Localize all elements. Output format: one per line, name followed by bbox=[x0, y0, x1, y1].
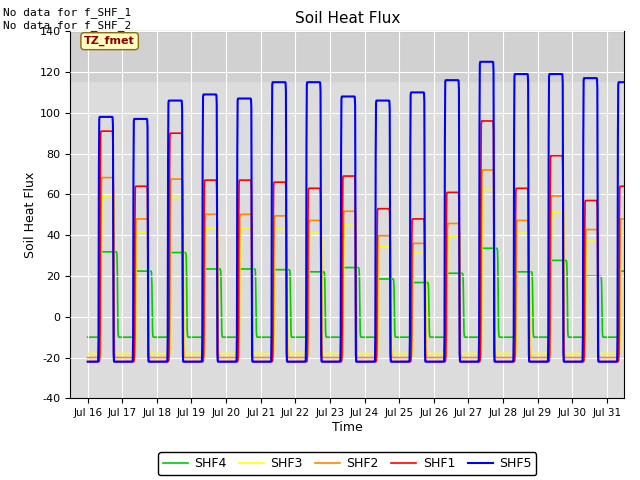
Line: SHF2: SHF2 bbox=[88, 170, 640, 358]
SHF1 bbox=[170, 130, 178, 136]
SHF5 bbox=[339, 94, 347, 99]
SHF1 bbox=[576, 359, 584, 364]
SHF5 bbox=[637, 359, 640, 364]
SHF2 bbox=[483, 167, 491, 173]
SHF5 bbox=[630, 359, 638, 364]
SHF3 bbox=[339, 334, 347, 340]
Text: No data for f_SHF_2: No data for f_SHF_2 bbox=[3, 20, 131, 31]
SHF3 bbox=[170, 194, 178, 200]
SHF4 bbox=[170, 250, 178, 255]
SHF3 bbox=[576, 350, 584, 356]
SHF2 bbox=[576, 355, 584, 360]
Line: SHF3: SHF3 bbox=[88, 190, 640, 353]
SHF4 bbox=[630, 268, 638, 274]
Line: SHF1: SHF1 bbox=[88, 121, 640, 361]
SHF4 bbox=[84, 334, 92, 340]
SHF2 bbox=[350, 208, 358, 214]
SHF1 bbox=[630, 359, 638, 364]
SHF3 bbox=[637, 350, 640, 356]
SHF4 bbox=[495, 333, 503, 339]
SHF4 bbox=[484, 245, 492, 251]
SHF4 bbox=[637, 334, 640, 340]
SHF5 bbox=[576, 359, 584, 364]
SHF5 bbox=[84, 359, 92, 364]
Line: SHF5: SHF5 bbox=[88, 62, 640, 361]
Text: TZ_fmet: TZ_fmet bbox=[84, 36, 135, 46]
SHF1 bbox=[84, 359, 92, 364]
SHF5 bbox=[479, 59, 487, 65]
SHF3 bbox=[484, 187, 492, 192]
SHF2 bbox=[630, 355, 638, 360]
Legend: SHF4, SHF3, SHF2, SHF1, SHF5: SHF4, SHF3, SHF2, SHF1, SHF5 bbox=[158, 452, 536, 475]
Line: SHF4: SHF4 bbox=[88, 248, 640, 337]
Text: No data for f_SHF_1: No data for f_SHF_1 bbox=[3, 7, 131, 18]
SHF2 bbox=[339, 245, 347, 251]
Title: Soil Heat Flux: Soil Heat Flux bbox=[294, 11, 400, 26]
SHF1 bbox=[637, 359, 640, 364]
SHF4 bbox=[339, 265, 347, 271]
SHF2 bbox=[84, 355, 92, 360]
SHF2 bbox=[495, 355, 503, 360]
Bar bbox=[70, 31, 624, 82]
SHF1 bbox=[350, 173, 358, 179]
SHF1 bbox=[481, 118, 489, 124]
SHF1 bbox=[339, 173, 347, 179]
X-axis label: Time: Time bbox=[332, 421, 363, 434]
SHF5 bbox=[350, 94, 358, 99]
SHF3 bbox=[495, 350, 503, 356]
SHF3 bbox=[84, 350, 92, 356]
SHF3 bbox=[350, 222, 358, 228]
SHF2 bbox=[170, 176, 178, 182]
SHF3 bbox=[630, 349, 638, 355]
SHF1 bbox=[495, 359, 503, 364]
Y-axis label: Soil Heat Flux: Soil Heat Flux bbox=[24, 172, 36, 258]
SHF4 bbox=[576, 334, 584, 340]
SHF5 bbox=[495, 359, 503, 364]
SHF4 bbox=[350, 264, 358, 270]
SHF5 bbox=[170, 97, 178, 103]
SHF2 bbox=[637, 355, 640, 360]
